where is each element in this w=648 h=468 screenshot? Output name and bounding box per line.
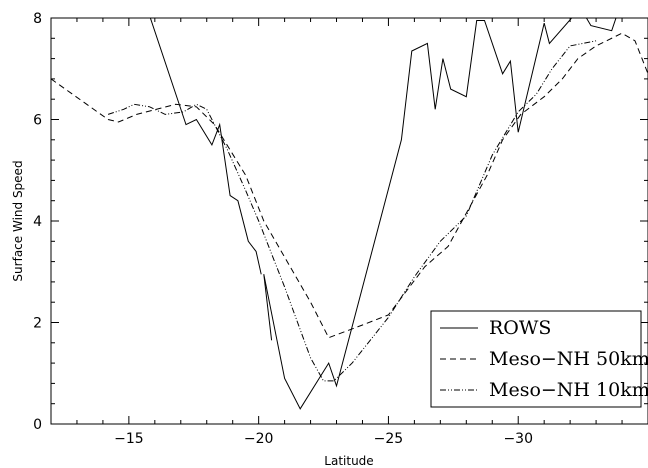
y-tick-label: 4 <box>33 214 42 230</box>
x-tick-label: −15 <box>114 431 144 447</box>
axis-ticks: −15 −20 −25 −30 0 2 4 6 8 <box>33 11 648 447</box>
x-tick-label: −30 <box>503 431 533 447</box>
y-tick-label: 2 <box>33 316 42 332</box>
series-line-2 <box>107 40 597 382</box>
y-tick-label: 0 <box>33 417 42 433</box>
x-tick-label: −25 <box>374 431 404 447</box>
series-line-0 <box>149 18 262 275</box>
series-line-0 <box>263 274 273 341</box>
y-axis-title: Surface Wind Speed <box>11 160 25 281</box>
legend: ROWS Meso−NH 50km Meso−NH 10km <box>430 310 648 408</box>
legend-label-rows: ROWS <box>489 317 551 339</box>
x-axis-title: Latitude <box>324 454 373 468</box>
series-line-0 <box>263 18 617 410</box>
legend-label-meso-10km: Meso−NH 10km <box>489 379 648 401</box>
y-tick-label: 6 <box>33 113 42 129</box>
x-tick-label: −20 <box>244 431 274 447</box>
series-line-1 <box>51 32 648 339</box>
legend-label-meso-50km: Meso−NH 50km <box>489 348 648 370</box>
series-lines <box>51 18 648 410</box>
y-tick-label: 8 <box>33 11 42 27</box>
